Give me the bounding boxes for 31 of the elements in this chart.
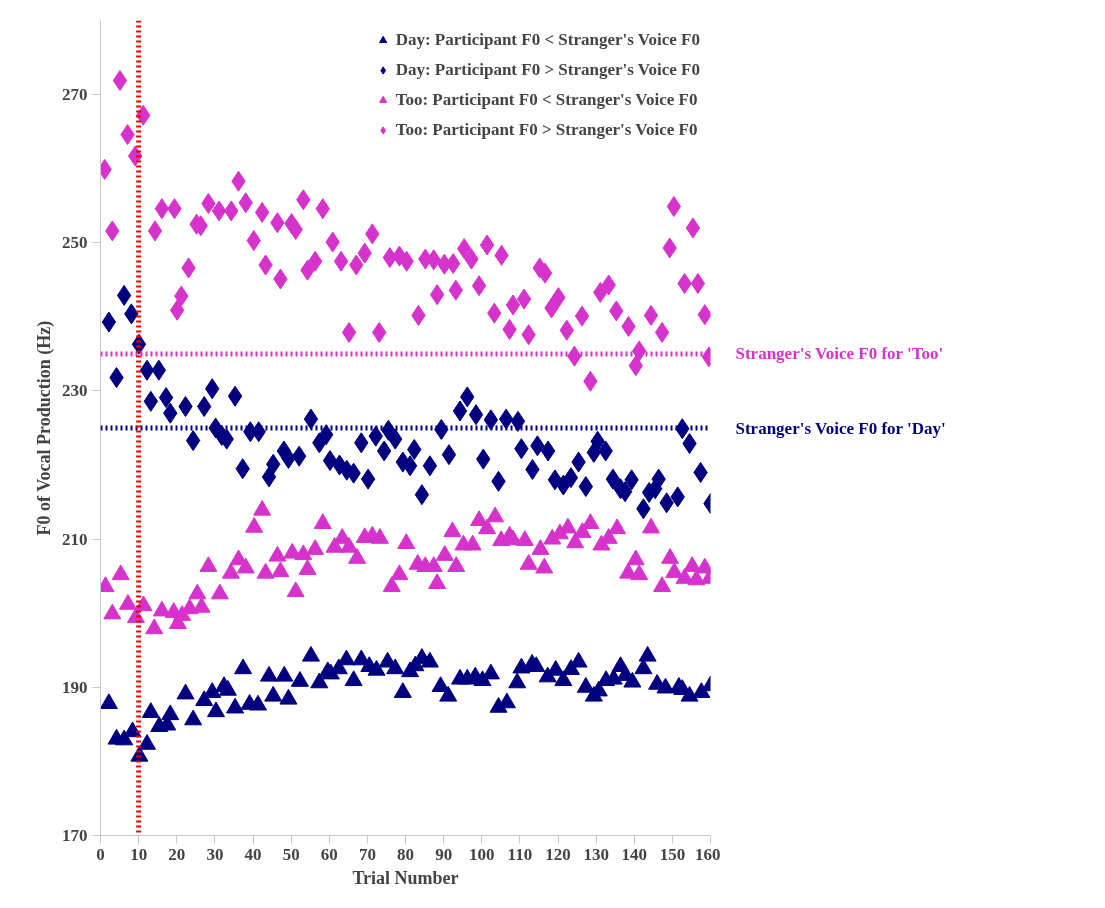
x-tick-label: 160 <box>695 844 721 864</box>
x-tick-label: 40 <box>244 844 262 864</box>
x-tick-label: 10 <box>130 844 148 864</box>
x-tick-label: 70 <box>358 844 376 864</box>
legend-label: Day: Participant F0 < Stranger's Voice F0 <box>395 30 700 50</box>
legend-label: Too: Participant F0 > Stranger's Voice F0 <box>395 120 698 140</box>
x-tick-label: 140 <box>621 844 647 864</box>
ref-line-label: Stranger's Voice F0 for 'Day' <box>735 418 946 438</box>
legend-label: Day: Participant F0 > Stranger's Voice F0 <box>395 60 700 80</box>
x-tick-label: 100 <box>469 844 495 864</box>
x-tick-label: 50 <box>282 844 300 864</box>
x-tick-label: 20 <box>168 844 186 864</box>
x-axis-title: Trial Number <box>352 867 459 888</box>
ref-line-label: Stranger's Voice F0 for 'Too' <box>735 344 944 364</box>
y-tick-label: 270 <box>62 85 88 105</box>
y-tick-label: 210 <box>62 529 88 549</box>
y-tick-label: 250 <box>62 233 88 253</box>
x-tick-label: 30 <box>206 844 224 864</box>
y-axis-title: F0 of Vocal Production (Hz) <box>34 320 55 536</box>
x-tick-label: 80 <box>397 844 414 864</box>
y-tick-label: 190 <box>62 677 88 697</box>
x-tick-label: 120 <box>545 844 571 864</box>
x-tick-label: 60 <box>320 844 338 864</box>
x-tick-label: 0 <box>96 844 105 864</box>
x-tick-label: 150 <box>659 844 686 864</box>
x-tick-label: 110 <box>507 844 533 864</box>
legend-label: Too: Participant F0 < Stranger's Voice F0 <box>395 90 698 110</box>
y-tick-label: 230 <box>62 381 88 401</box>
x-tick-label: 90 <box>435 844 453 864</box>
y-tick-label: 170 <box>62 826 88 845</box>
x-tick-label: 130 <box>583 844 609 864</box>
